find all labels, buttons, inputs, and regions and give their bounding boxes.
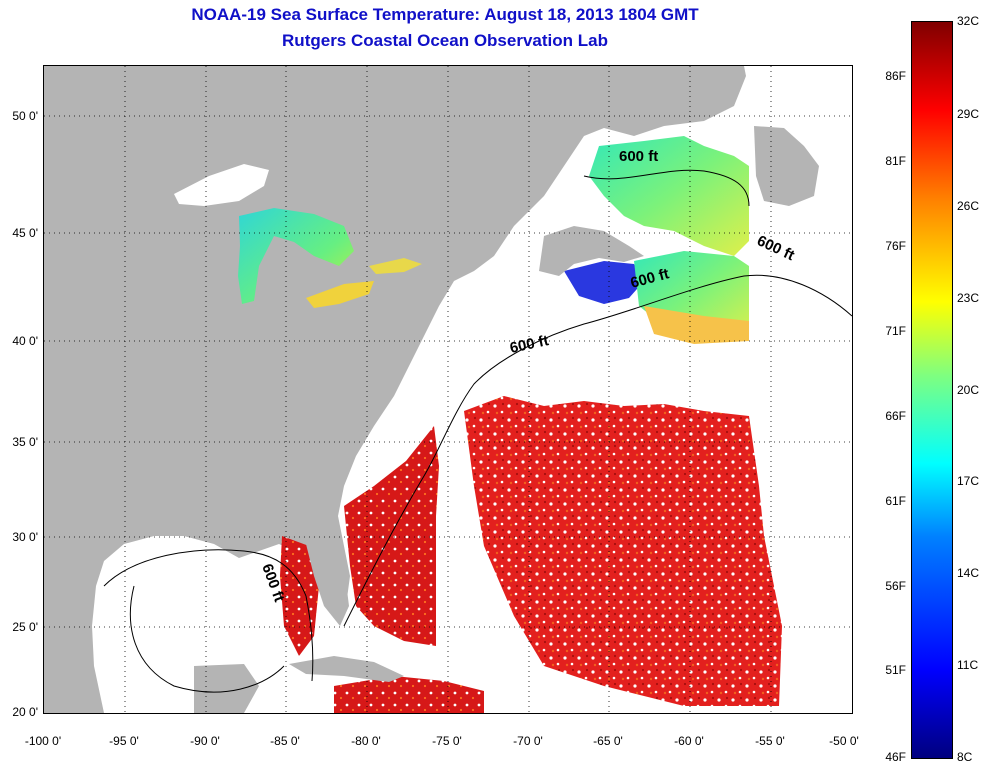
lon-tick-55: -55 0' [755,734,785,748]
contour-lines [103,169,852,693]
lat-tick-20: 20 0' [12,705,38,719]
lat-tick-25: 25 0' [12,620,38,634]
lat-tick-30: 30 0' [12,530,38,544]
lon-tick-85: -85 0' [270,734,300,748]
sst-map: 600 ft 600 ft 600 ft 600 ft 600 ft [43,65,853,714]
florida-land [306,544,349,626]
atlantic-warm-water-north [464,396,782,706]
temperature-colorbar [911,21,953,759]
north-america-land [44,66,746,713]
lake-ontario [369,258,422,274]
lon-tick-100: -100 0' [24,734,62,748]
colorbar-c-29: 29C [957,107,980,121]
colorbar-c-23: 23C [957,291,980,305]
lon-tick-50: -50 0' [829,734,859,748]
colorbar-c-17: 17C [957,474,980,488]
colorbar-c-14: 14C [957,566,980,580]
colorbar-c-32: 32C [957,14,980,28]
map-subtitle: Rutgers Coastal Ocean Observation Lab [282,31,608,50]
colorbar-f-86: 86F [885,69,906,83]
lon-tick-80: -80 0' [351,734,381,748]
colorbar-f-46: 46F [885,750,906,764]
cuba-land [289,656,404,682]
lat-tick-45: 45 0' [12,226,38,240]
lake-erie [306,281,374,308]
lon-tick-70: -70 0' [513,734,543,748]
shelf-warm-water [644,306,749,344]
newfoundland-land [754,126,819,206]
coastal-warm-water [344,426,439,646]
contour-label-1: 600 ft [619,148,658,165]
map-title: NOAA-19 Sea Surface Temperature: August … [191,5,699,24]
maritimes-land [539,226,644,276]
yucatan-land [194,664,259,713]
colorbar-c-20: 20C [957,383,980,397]
colorbar-f-71: 71F [885,324,906,338]
lake-superior [174,164,269,206]
colorbar-c-11: 11C [957,658,979,672]
caribbean-water [334,676,484,713]
colorbar-f-66: 66F [885,409,906,423]
lon-tick-60: -60 0' [674,734,704,748]
colorbar-f-81: 81F [885,154,906,168]
gulf-st-lawrence-water [589,136,749,256]
colorbar-f-76: 76F [885,239,906,253]
map-canvas: 600 ft 600 ft 600 ft 600 ft 600 ft [44,66,852,713]
lat-tick-40: 40 0' [12,334,38,348]
lat-tick-50: 50 0' [12,109,38,123]
colorbar-c-26: 26C [957,199,980,213]
gulf-of-maine-water [564,261,644,304]
lon-tick-75: -75 0' [432,734,462,748]
lon-tick-95: -95 0' [109,734,139,748]
lat-tick-35: 35 0' [12,435,38,449]
lake-michigan-huron [238,208,354,304]
colorbar-f-56: 56F [885,579,906,593]
colorbar-f-61: 61F [885,494,906,508]
florida-west-water [280,536,319,656]
lon-tick-65: -65 0' [593,734,623,748]
lon-tick-90: -90 0' [190,734,220,748]
colorbar-c-8: 8C [957,750,973,764]
colorbar-f-51: 51F [885,663,906,677]
